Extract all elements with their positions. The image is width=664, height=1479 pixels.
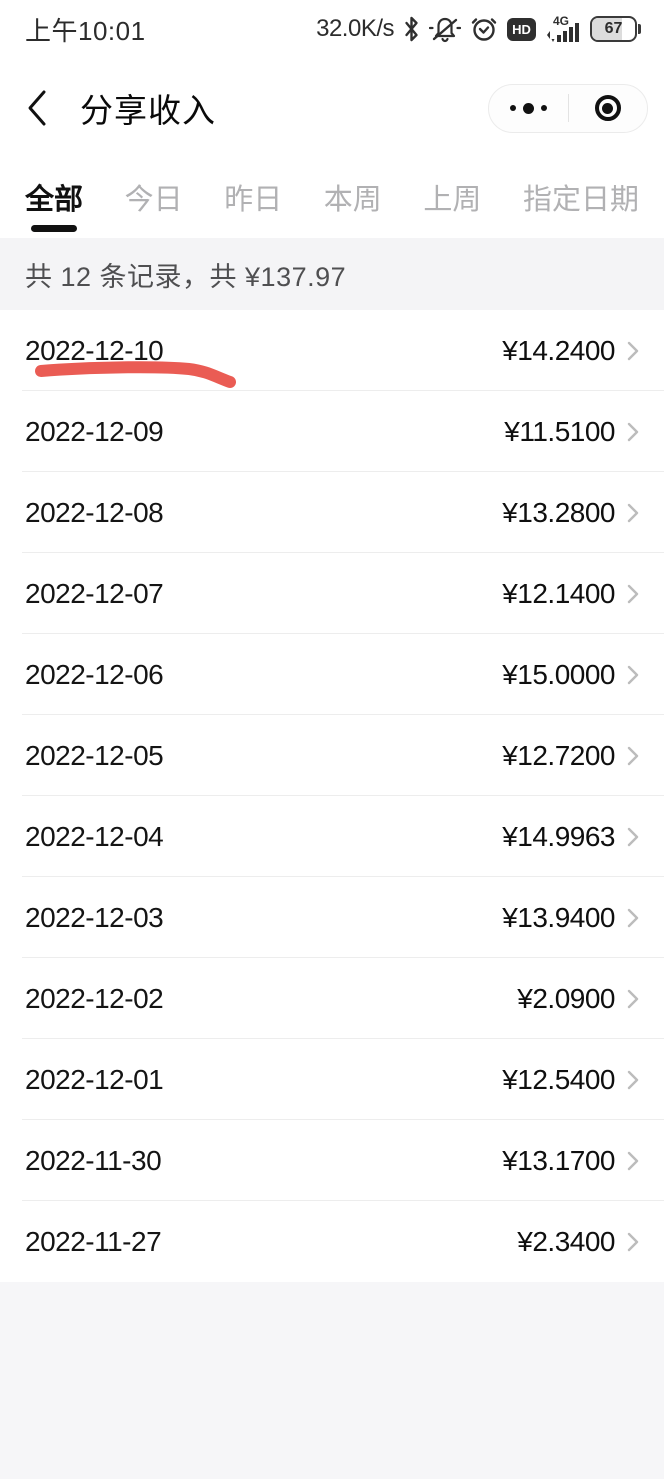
summary-text: 共 12 条记录，共 ¥137.97: [25, 261, 347, 292]
ellipsis-icon: [509, 102, 547, 114]
row-date: 2022-11-30: [25, 1144, 162, 1176]
chevron-right-icon: [627, 1232, 639, 1251]
tab-this-week[interactable]: 本周: [324, 176, 382, 232]
row-amount: ¥14.2400: [502, 334, 615, 366]
capsule-divider: [567, 94, 569, 122]
chevron-right-icon: [627, 746, 639, 765]
target-circle-icon: [594, 95, 621, 121]
filter-tab-bar: 全部 今日 昨日 本周 上周 指定日期: [0, 158, 664, 238]
svg-text:4G: 4G: [553, 14, 569, 28]
bluetooth-icon: [403, 15, 420, 43]
records-summary: 共 12 条记录，共 ¥137.97: [0, 238, 664, 310]
income-row[interactable]: 2022-11-27 ¥2.3400: [0, 1201, 664, 1282]
income-row[interactable]: 2022-12-08 ¥13.2800: [0, 472, 664, 553]
chevron-right-icon: [627, 665, 639, 684]
network-speed: 32.0K/s: [316, 15, 394, 42]
tab-yesterday[interactable]: 昨日: [224, 176, 282, 232]
row-amount: ¥13.2800: [502, 496, 615, 528]
chevron-right-icon: [627, 989, 639, 1008]
row-amount: ¥14.9963: [502, 820, 615, 852]
nav-header: 分享收入: [0, 58, 664, 158]
row-amount: ¥12.7200: [502, 739, 615, 771]
row-date: 2022-12-06: [25, 658, 164, 690]
income-row[interactable]: 2022-11-30 ¥13.1700: [0, 1120, 664, 1201]
row-amount: ¥12.1400: [502, 577, 615, 609]
battery-icon: 67: [590, 16, 642, 42]
row-amount: ¥13.9400: [502, 901, 615, 933]
signal-4g-icon: 4G: [545, 14, 581, 44]
row-amount: ¥2.0900: [517, 982, 615, 1014]
income-row[interactable]: 2022-12-05 ¥12.7200: [0, 715, 664, 796]
row-date: 2022-12-01: [25, 1063, 164, 1095]
tab-all[interactable]: 全部: [25, 176, 83, 232]
active-tab-underline: [31, 225, 77, 232]
row-date: 2022-12-05: [25, 739, 164, 771]
row-date: 2022-12-03: [25, 901, 164, 933]
tab-custom-date[interactable]: 指定日期: [523, 176, 639, 232]
row-amount: ¥15.0000: [502, 658, 615, 690]
clock-time: 上午10:01: [25, 15, 146, 46]
row-date: 2022-12-10: [25, 334, 164, 366]
mute-vibrate-icon: [429, 15, 461, 43]
tab-today[interactable]: 今日: [125, 176, 183, 232]
more-options-button[interactable]: [489, 85, 568, 132]
chevron-right-icon: [627, 1070, 639, 1089]
status-bar: 上午10:01 32.0K/s HD 4G: [0, 0, 664, 58]
chevron-right-icon: [627, 827, 639, 846]
row-date: 2022-12-08: [25, 496, 164, 528]
chevron-right-icon: [627, 584, 639, 603]
row-amount: ¥11.5100: [504, 415, 615, 447]
row-date: 2022-12-04: [25, 820, 164, 852]
tab-label: 全部: [25, 184, 84, 216]
chevron-right-icon: [627, 341, 639, 360]
footer-spacer: [0, 1282, 664, 1479]
income-row[interactable]: 2022-12-03 ¥13.9400: [0, 877, 664, 958]
income-row[interactable]: 2022-12-06 ¥15.0000: [0, 634, 664, 715]
tab-label: 上周: [423, 184, 482, 216]
chevron-right-icon: [627, 422, 639, 441]
tab-label: 昨日: [224, 184, 283, 216]
alarm-clock-icon: [470, 15, 498, 43]
row-amount: ¥13.1700: [502, 1144, 615, 1176]
tab-last-week[interactable]: 上周: [423, 176, 481, 232]
back-button[interactable]: [22, 83, 52, 133]
row-date: 2022-12-07: [25, 577, 164, 609]
close-miniprogram-button[interactable]: [569, 85, 648, 132]
tab-label: 指定日期: [522, 184, 639, 216]
income-row[interactable]: 2022-12-07 ¥12.1400: [0, 553, 664, 634]
income-row[interactable]: 2022-12-10 ¥14.2400: [0, 310, 664, 391]
row-date: 2022-11-27: [25, 1225, 162, 1257]
miniprogram-capsule: [488, 83, 648, 133]
row-date: 2022-12-09: [25, 415, 164, 447]
chevron-right-icon: [627, 503, 639, 522]
income-row[interactable]: 2022-12-01 ¥12.5400: [0, 1039, 664, 1120]
income-row[interactable]: 2022-12-02 ¥2.0900: [0, 958, 664, 1039]
tab-label: 今日: [124, 184, 183, 216]
hd-badge-icon: HD: [507, 17, 536, 41]
page-title: 分享收入: [80, 92, 216, 129]
battery-percent: 67: [604, 20, 623, 37]
status-icons: 32.0K/s HD 4G: [316, 14, 642, 44]
chevron-right-icon: [627, 908, 639, 927]
row-date: 2022-12-02: [25, 982, 164, 1014]
income-row[interactable]: 2022-12-04 ¥14.9963: [0, 796, 664, 877]
income-list: 2022-12-10 ¥14.2400 2022-12-09 ¥11.5100 …: [0, 310, 664, 1282]
chevron-right-icon: [627, 1151, 639, 1170]
income-row[interactable]: 2022-12-09 ¥11.5100: [0, 391, 664, 472]
tab-label: 本周: [323, 184, 382, 216]
row-amount: ¥12.5400: [502, 1063, 615, 1095]
row-amount: ¥2.3400: [517, 1225, 615, 1257]
